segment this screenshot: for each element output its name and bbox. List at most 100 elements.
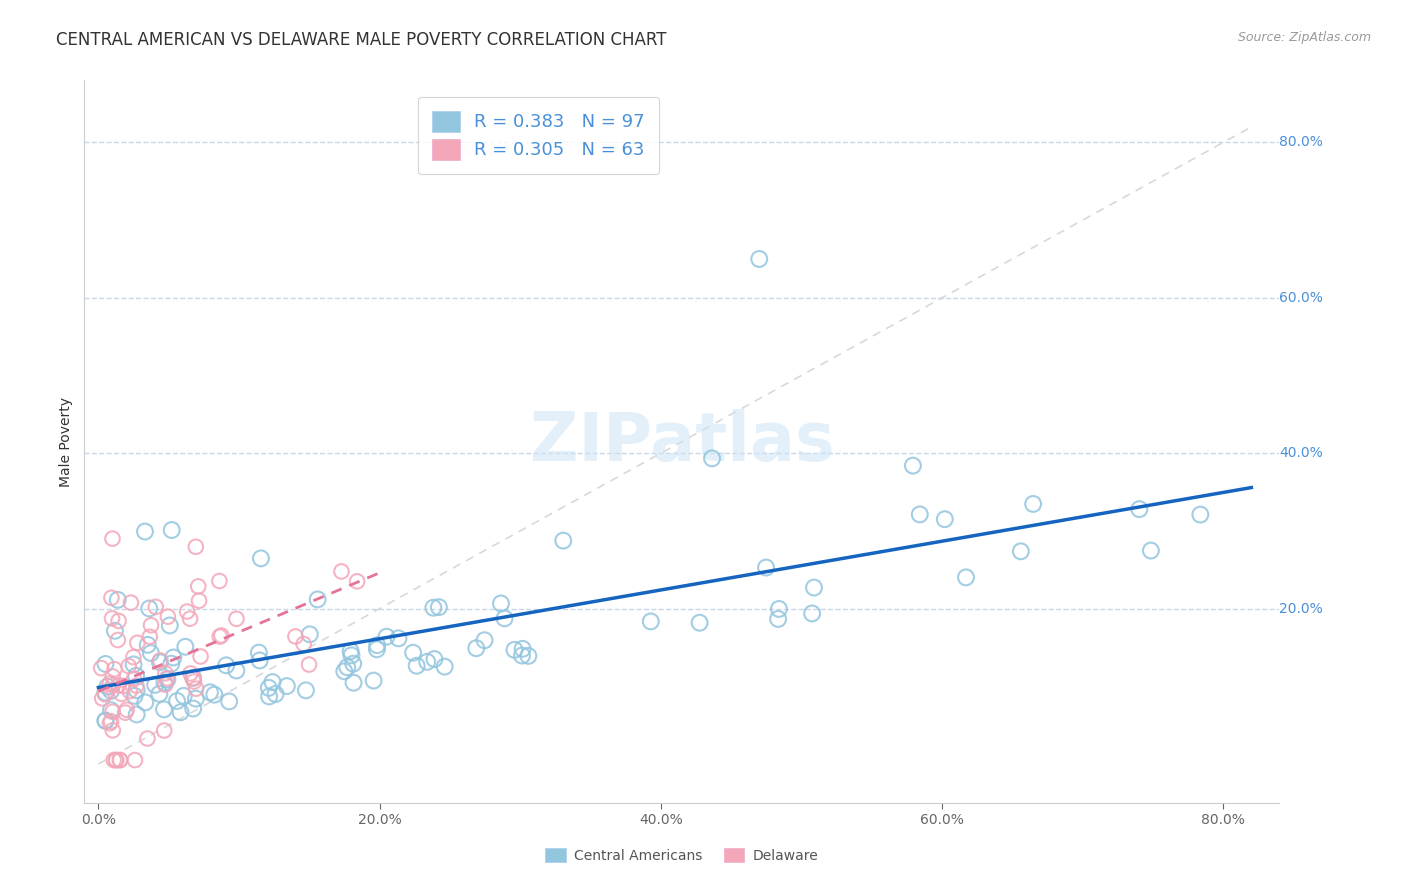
Point	[96, 680, 118, 694]
Point	[336, 660, 359, 674]
Text: 80.0%: 80.0%	[1279, 136, 1323, 150]
Point	[801, 607, 824, 621]
Point	[262, 675, 284, 690]
Point	[149, 653, 172, 667]
Point	[125, 683, 148, 698]
Point	[94, 714, 117, 728]
Point	[101, 723, 124, 738]
Point	[181, 671, 204, 685]
Point	[153, 702, 176, 716]
Point	[768, 602, 790, 616]
Point	[124, 753, 146, 767]
Point	[143, 678, 166, 692]
Point	[292, 637, 315, 651]
Point	[184, 691, 207, 706]
Point	[416, 655, 439, 669]
Point	[100, 591, 122, 605]
Point	[342, 657, 364, 671]
Point	[104, 624, 127, 638]
Point	[512, 641, 534, 656]
Point	[1010, 544, 1032, 558]
Point	[510, 648, 533, 663]
Point	[134, 524, 156, 539]
Point	[1140, 543, 1163, 558]
Point	[366, 642, 388, 657]
Point	[108, 753, 131, 767]
Point	[155, 666, 177, 681]
Point	[153, 675, 176, 690]
Point	[1189, 508, 1212, 522]
Text: ZIPatlas: ZIPatlas	[530, 409, 834, 475]
Point	[298, 657, 321, 672]
Text: 60.0%: 60.0%	[1279, 291, 1323, 305]
Point	[115, 703, 138, 717]
Point	[156, 672, 179, 686]
Point	[225, 612, 247, 626]
Point	[489, 597, 512, 611]
Point	[755, 560, 778, 574]
Point	[184, 540, 207, 554]
Point	[174, 640, 197, 654]
Point	[640, 615, 662, 629]
Y-axis label: Male Poverty: Male Poverty	[59, 397, 73, 486]
Point	[98, 716, 121, 731]
Point	[180, 666, 202, 681]
Point	[94, 685, 117, 699]
Point	[423, 652, 446, 666]
Point	[148, 687, 170, 701]
Point	[264, 687, 287, 701]
Point	[295, 683, 318, 698]
Point	[94, 687, 117, 701]
Point	[139, 646, 162, 660]
Point	[339, 644, 361, 658]
Point	[208, 630, 231, 644]
Point	[901, 458, 924, 473]
Point	[433, 659, 456, 673]
Point	[181, 701, 204, 715]
Point	[100, 683, 122, 698]
Point	[208, 574, 231, 588]
Point	[330, 565, 353, 579]
Point	[138, 601, 160, 615]
Point	[908, 508, 931, 522]
Point	[153, 723, 176, 738]
Point	[298, 627, 321, 641]
Point	[101, 611, 124, 625]
Point	[160, 523, 183, 537]
Point	[101, 532, 124, 546]
Point	[225, 664, 247, 678]
Point	[103, 662, 125, 676]
Point	[215, 658, 238, 673]
Point	[108, 753, 131, 767]
Point	[387, 632, 409, 646]
Point	[105, 753, 128, 767]
Point	[118, 659, 141, 673]
Point	[100, 714, 122, 729]
Point	[748, 252, 770, 266]
Point	[465, 641, 488, 656]
Point	[257, 690, 280, 704]
Point	[166, 694, 188, 708]
Point	[155, 678, 177, 692]
Point	[1022, 497, 1045, 511]
Point	[94, 714, 117, 728]
Point	[105, 753, 128, 767]
Point	[136, 731, 159, 746]
Point	[209, 628, 232, 642]
Point	[427, 600, 450, 615]
Point	[162, 650, 184, 665]
Point	[934, 512, 956, 526]
Point	[198, 685, 221, 699]
Point	[101, 705, 124, 719]
Point	[474, 633, 496, 648]
Point	[120, 596, 142, 610]
Point	[136, 638, 159, 652]
Text: CENTRAL AMERICAN VS DELAWARE MALE POVERTY CORRELATION CHART: CENTRAL AMERICAN VS DELAWARE MALE POVERT…	[56, 31, 666, 49]
Point	[181, 671, 204, 685]
Point	[422, 600, 444, 615]
Point	[1128, 502, 1150, 516]
Text: 20.0%: 20.0%	[1279, 601, 1323, 615]
Point	[122, 672, 145, 686]
Point	[689, 615, 711, 630]
Point	[955, 570, 977, 584]
